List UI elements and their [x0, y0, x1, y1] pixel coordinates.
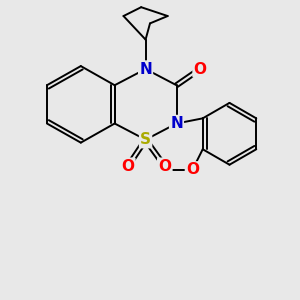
Text: O: O	[158, 159, 171, 174]
Text: O: O	[194, 61, 207, 76]
Text: S: S	[140, 132, 151, 147]
Text: N: N	[139, 61, 152, 76]
Text: N: N	[170, 116, 183, 131]
Text: O: O	[122, 159, 134, 174]
Text: O: O	[186, 162, 199, 177]
